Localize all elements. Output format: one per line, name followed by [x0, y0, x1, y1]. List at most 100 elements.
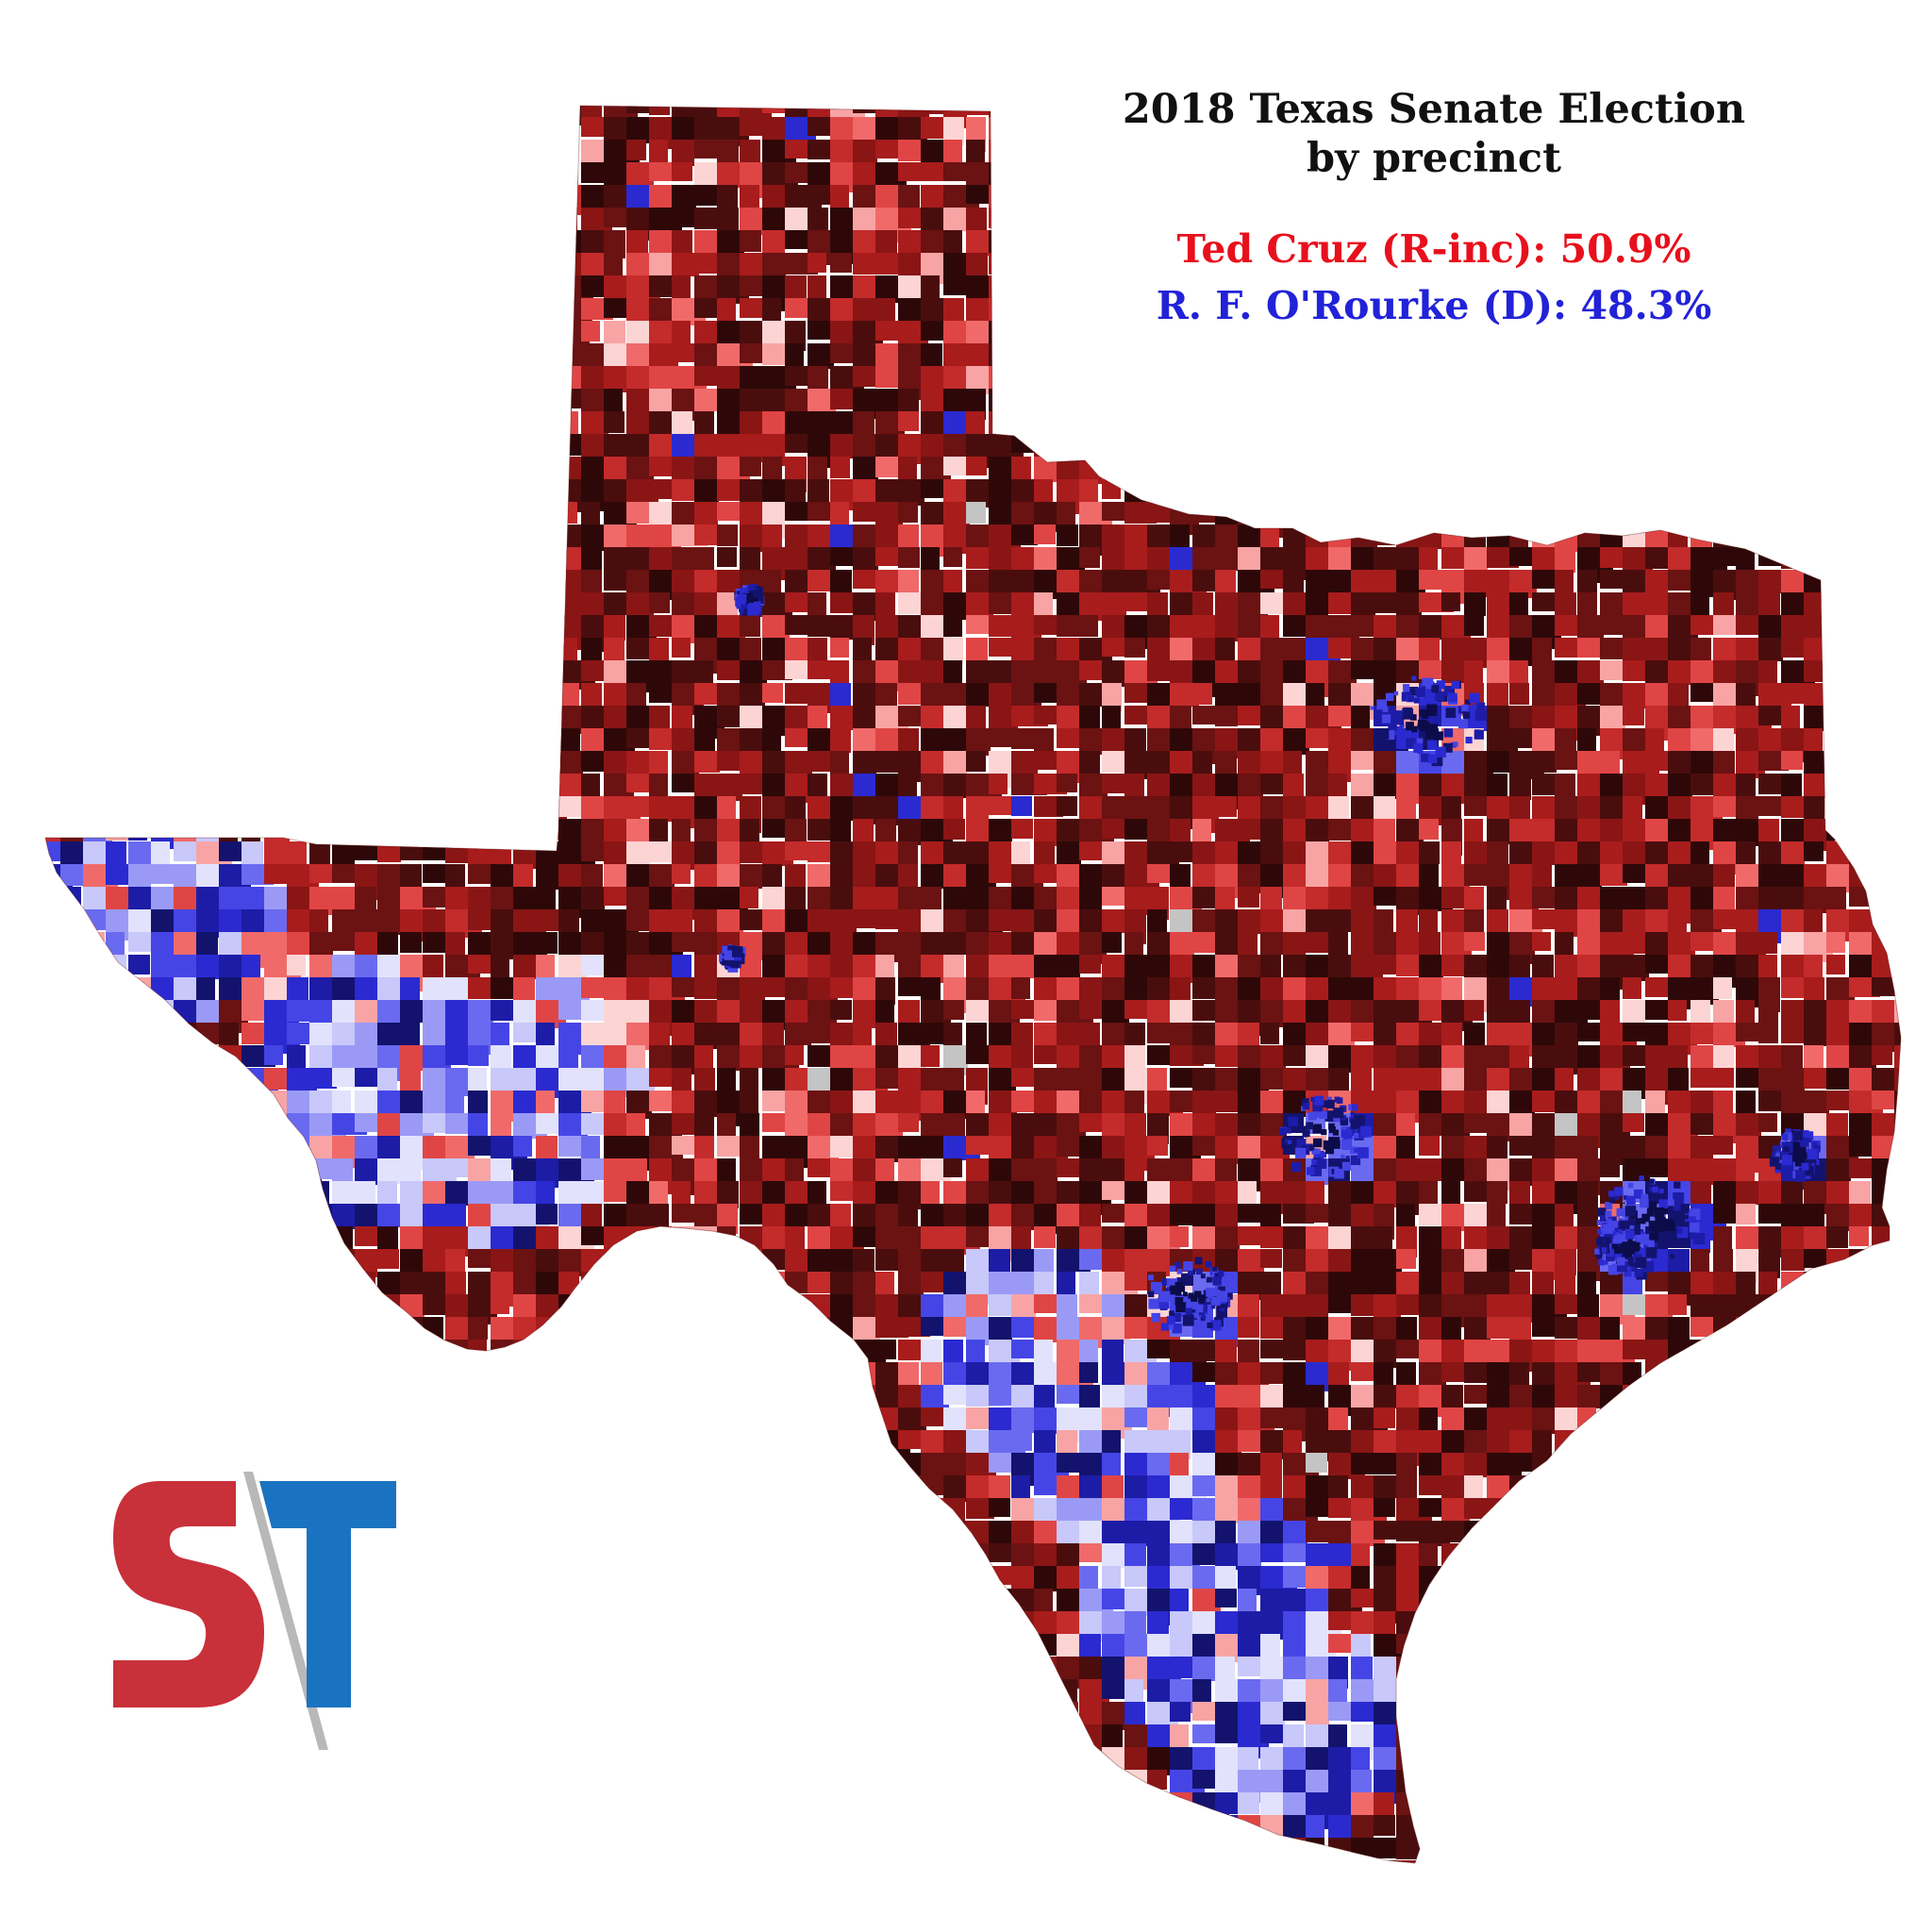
precinct-cell	[174, 841, 197, 861]
precinct-cell	[287, 140, 315, 175]
precinct-cell	[558, 1362, 582, 1399]
precinct-cell	[672, 638, 691, 658]
precinct-cell	[921, 1181, 940, 1204]
precinct-cell	[45, 343, 58, 379]
precinct-cell	[445, 751, 476, 781]
precinct-cell	[332, 1158, 353, 1181]
precinct-cell	[762, 1385, 795, 1418]
precinct-cell	[468, 1385, 497, 1420]
precinct-cell	[309, 106, 340, 125]
precinct-cell	[1057, 1091, 1083, 1113]
precinct-cell	[1328, 638, 1351, 658]
precinct-cell	[581, 1091, 608, 1112]
precinct-cell	[355, 366, 387, 387]
precinct-cell	[649, 1204, 669, 1240]
precinct-cell	[1826, 434, 1855, 456]
precinct-cell	[1419, 841, 1440, 864]
precinct-cell	[672, 1249, 699, 1277]
precinct-cell	[106, 683, 125, 702]
precinct-cell	[1396, 366, 1420, 402]
precinct-cell	[60, 1249, 83, 1271]
precinct-cell	[151, 638, 186, 668]
precinct-cell	[468, 1272, 492, 1294]
precinct-cell	[1781, 1407, 1815, 1441]
precinct-cell	[196, 1317, 229, 1352]
precinct-cell	[853, 864, 879, 887]
precinct-cell	[1215, 434, 1235, 462]
precinct-cell	[445, 525, 465, 559]
precinct-cell	[1690, 774, 1714, 795]
precinct-cell	[1872, 592, 1898, 627]
precinct-cell	[694, 162, 721, 188]
precinct-cell	[287, 841, 307, 864]
precinct-cell	[898, 1000, 920, 1026]
precinct-cell	[128, 796, 160, 823]
precinct-cell	[1872, 1317, 1895, 1350]
precinct-cell	[264, 1430, 291, 1462]
precinct-cell	[264, 162, 297, 188]
precinct-cell	[1894, 1136, 1901, 1159]
precinct-cell	[1781, 525, 1811, 549]
precinct-cell	[1623, 1385, 1653, 1418]
precinct-cell	[1034, 343, 1058, 371]
precinct-cell	[151, 389, 184, 417]
precinct-cell	[1351, 706, 1370, 732]
precinct-cell	[106, 230, 136, 259]
precinct-cell	[309, 411, 331, 440]
precinct-cell	[1758, 1068, 1783, 1092]
precinct-cell	[1623, 1340, 1648, 1359]
precinct-cell	[1577, 728, 1596, 754]
precinct-cell	[1011, 230, 1042, 253]
precinct-cell	[174, 1068, 208, 1101]
precinct-cell	[875, 751, 899, 773]
precinct-cell	[1872, 887, 1901, 919]
precinct-cell	[400, 343, 433, 373]
precinct-cell	[1736, 479, 1760, 511]
precinct-cell	[60, 706, 86, 729]
precinct-cell	[468, 1091, 488, 1116]
precinct-cell	[174, 1091, 200, 1110]
precinct-cell	[1057, 366, 1087, 403]
precinct-cell	[581, 1430, 605, 1465]
precinct-cell	[966, 230, 1002, 256]
precinct-cell	[45, 1045, 75, 1069]
precinct-cell	[106, 706, 130, 729]
precinct-cell	[966, 887, 989, 909]
precinct-cell	[1804, 1023, 1826, 1046]
precinct-cell	[445, 457, 464, 489]
precinct-cell	[740, 117, 762, 136]
precinct-cell	[875, 909, 901, 929]
precinct-cell	[1826, 796, 1860, 818]
precinct-cell	[445, 1430, 468, 1453]
precinct-cell	[1894, 615, 1901, 639]
precinct-cell	[966, 106, 989, 115]
precinct-cell	[219, 1340, 250, 1374]
precinct-cell	[830, 1430, 857, 1464]
precinct-cell	[1464, 457, 1487, 475]
precinct-cell	[151, 366, 175, 401]
precinct-cell	[491, 117, 519, 139]
precinct-cell	[966, 547, 989, 569]
precinct-cell	[1238, 343, 1265, 372]
precinct-cell	[309, 298, 345, 317]
precinct-cell	[1215, 502, 1245, 525]
precinct-cell	[106, 1136, 133, 1160]
precinct-cell	[445, 117, 477, 149]
precinct-cell	[445, 1407, 470, 1434]
precinct-cell	[423, 751, 449, 777]
precinct-cell	[536, 411, 557, 435]
precinct-cell	[45, 411, 75, 434]
precinct-cell	[219, 1045, 242, 1072]
precinct-cell	[853, 1407, 874, 1435]
precinct-cell	[1872, 106, 1901, 116]
precinct-cell	[355, 1362, 389, 1382]
precinct-cell	[1849, 819, 1885, 856]
precinct-cell	[1668, 570, 1696, 591]
precinct-cell	[45, 1362, 58, 1399]
precinct-cell	[1487, 434, 1520, 471]
precinct-cell	[60, 275, 79, 306]
precinct-cell	[1555, 434, 1591, 454]
precinct-cell	[491, 185, 510, 213]
precinct-cell	[355, 253, 382, 284]
precinct-cell	[287, 434, 310, 465]
